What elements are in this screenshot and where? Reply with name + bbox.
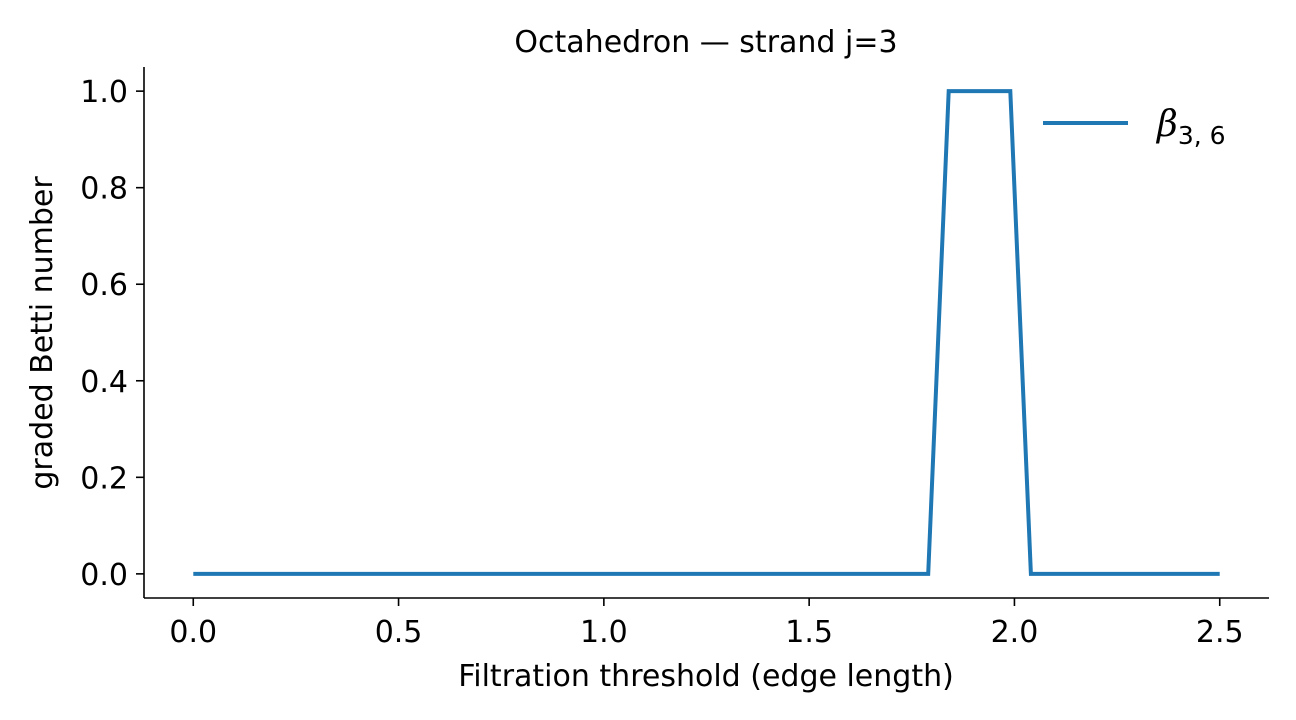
- y-axis-title: graded Betti number: [25, 176, 60, 490]
- x-tick-label: 0.0: [169, 615, 217, 650]
- y-tick-label: 0.6: [80, 268, 128, 303]
- y-tick-label: 0.4: [80, 365, 128, 400]
- legend-label: β3, 6: [1155, 104, 1226, 150]
- y-tick-label: 0.8: [80, 172, 128, 207]
- x-tick-label: 1.0: [580, 615, 628, 650]
- x-axis-title: Filtration threshold (edge length): [458, 659, 954, 694]
- legend: β3, 6: [1043, 104, 1226, 150]
- legend-subscript: 3, 6: [1178, 121, 1226, 150]
- plot-area: [193, 89, 1220, 576]
- x-tick-label: 2.5: [1196, 615, 1244, 650]
- y-ticks: 0.0 0.2 0.4 0.6 0.8 1.0: [80, 75, 144, 593]
- legend-symbol: β: [1155, 104, 1178, 145]
- x-tick-label: 1.5: [785, 615, 833, 650]
- x-ticks: 0.0 0.5 1.0 1.5 2.0 2.5: [169, 598, 1244, 650]
- y-tick-label: 0.2: [80, 461, 128, 496]
- series-line-beta-3-6: [193, 89, 1220, 576]
- chart-title: Octahedron — strand j=3: [514, 25, 897, 60]
- x-tick-label: 2.0: [991, 615, 1039, 650]
- y-tick-label: 0.0: [80, 558, 128, 593]
- y-tick-label: 1.0: [80, 75, 128, 110]
- x-tick-label: 0.5: [375, 615, 423, 650]
